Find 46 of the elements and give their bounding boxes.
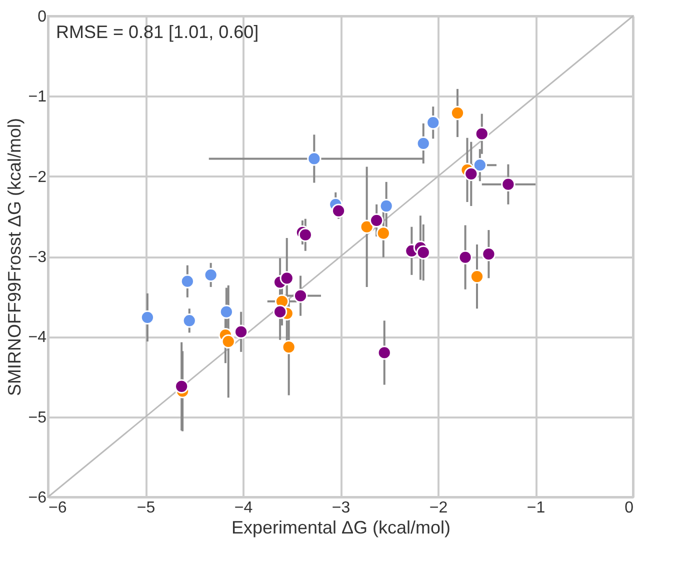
point [370, 213, 384, 228]
point [472, 158, 487, 172]
point [379, 198, 394, 214]
point [426, 116, 440, 130]
point [474, 126, 489, 141]
x-tick-label: −6 [48, 500, 67, 516]
y-tick-label: −1 [28, 88, 47, 106]
point [470, 269, 484, 284]
x-tick-label: −4 [234, 500, 253, 516]
point [204, 268, 218, 282]
x-tick-label: −1 [526, 500, 546, 516]
x-tick-label: −3 [332, 500, 350, 516]
y-tick-label: −2 [28, 168, 47, 186]
point [482, 247, 496, 262]
point [174, 379, 189, 394]
point [180, 274, 194, 288]
point [140, 310, 155, 324]
point [280, 271, 294, 286]
x-tick-label: 0 [624, 500, 634, 516]
point [501, 177, 516, 192]
point [377, 346, 392, 360]
point [219, 304, 234, 319]
point [464, 166, 478, 181]
y-tick-label: −4 [28, 329, 47, 346]
point [376, 226, 390, 240]
x-axis-title: Experimental ΔG (kcal/mol) [231, 518, 451, 538]
point [234, 324, 248, 339]
x-tick-label: −5 [136, 500, 156, 516]
point [282, 340, 296, 354]
point [298, 228, 312, 242]
point [272, 304, 288, 319]
x-tick-label: −2 [429, 500, 448, 516]
point [416, 245, 430, 260]
y-tick-label: 0 [38, 8, 47, 26]
y-tick-label: −5 [28, 409, 47, 426]
annotation: RMSE = 0.81 [1.01, 0.60] [56, 22, 259, 42]
point [221, 334, 236, 349]
y-tick-label: −3 [28, 249, 47, 266]
point [307, 152, 322, 166]
point [450, 106, 465, 120]
point [182, 314, 196, 328]
y-axis-title: SMIRNOFF99Frosst ΔG (kcal/mol) [4, 118, 24, 396]
point [293, 288, 308, 303]
point [458, 250, 472, 264]
point [416, 136, 430, 151]
point [360, 220, 374, 234]
